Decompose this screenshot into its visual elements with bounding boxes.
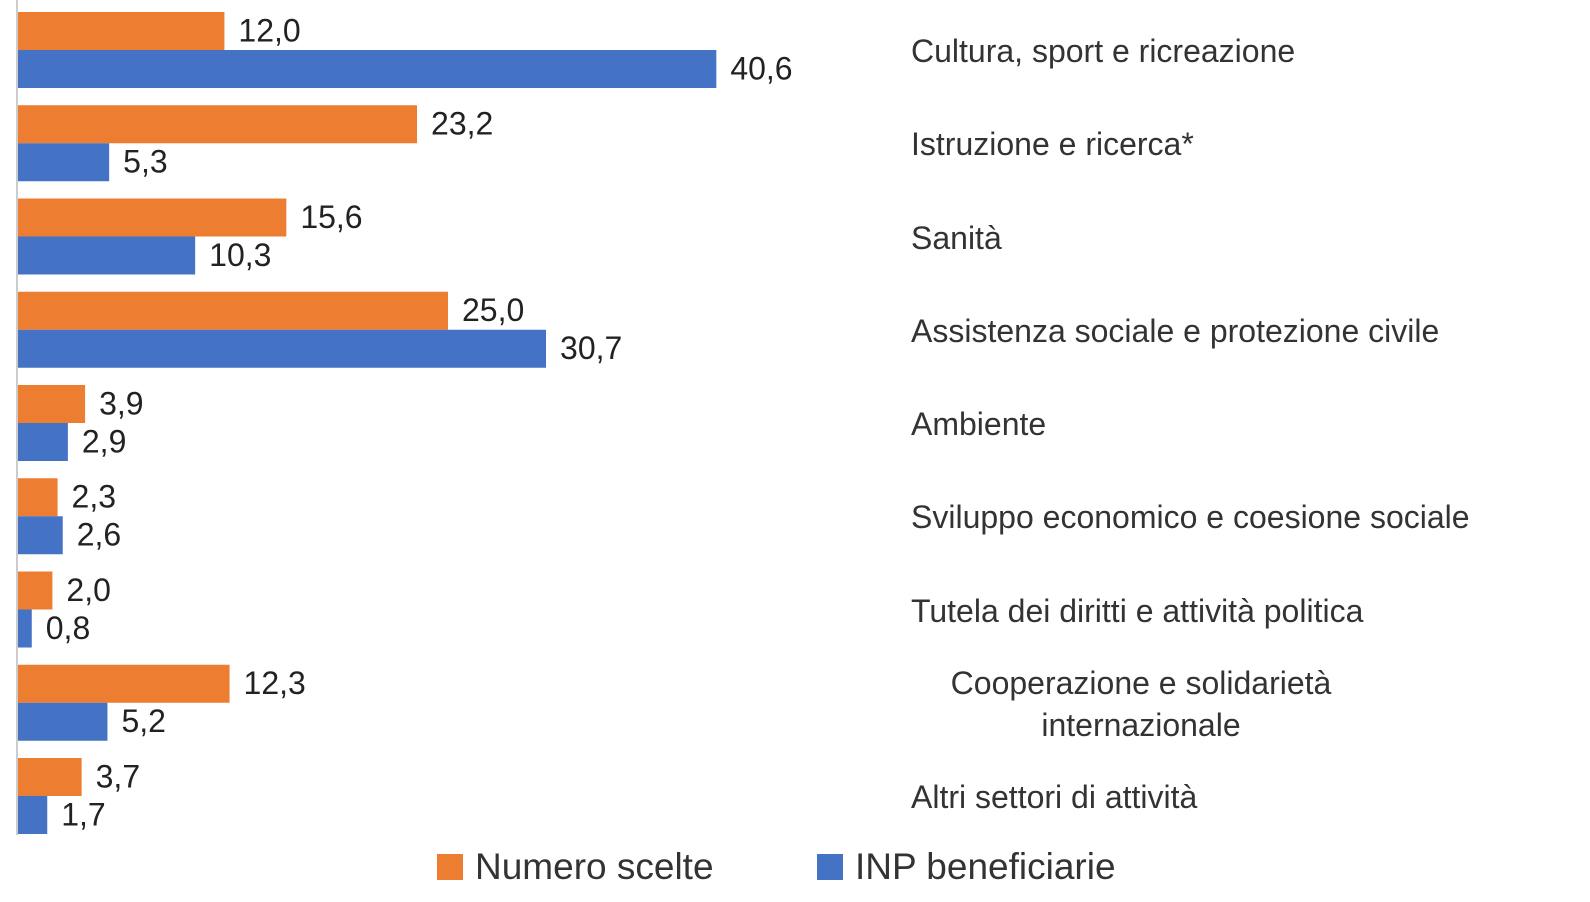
bar — [18, 571, 53, 610]
value-label: 1,7 — [61, 796, 105, 832]
category-label: Sanità — [911, 219, 1002, 256]
category-label: Ambiente — [911, 406, 1047, 442]
legend-item: Numero scelte — [437, 846, 714, 888]
category-label: Altri settori di attività — [911, 779, 1198, 815]
value-label: 15,6 — [300, 199, 362, 235]
value-label: 23,2 — [431, 106, 493, 142]
bar — [18, 702, 108, 741]
bar — [18, 758, 82, 796]
value-label: 2,6 — [77, 517, 121, 553]
category-label: Istruzione e ricerca* — [911, 126, 1194, 163]
value-label: 2,0 — [66, 572, 110, 608]
bar — [18, 291, 448, 330]
value-label: 2,3 — [72, 479, 116, 515]
category-label: Cooperazione e solidarietà internazional… — [950, 664, 1332, 743]
bar — [18, 105, 418, 144]
legend-swatch — [817, 854, 843, 880]
value-label: 5,3 — [123, 144, 167, 180]
bar — [18, 143, 110, 182]
value-label: 3,7 — [96, 758, 140, 794]
value-label: 30,7 — [560, 330, 622, 366]
category-label: Sviluppo economico e coesione sociale — [911, 499, 1470, 536]
legend-text: Numero scelte — [475, 846, 714, 887]
value-label: 2,9 — [82, 423, 126, 459]
value-label: 5,2 — [121, 703, 165, 739]
bar — [18, 12, 225, 50]
bar — [18, 236, 196, 275]
bar — [18, 423, 68, 461]
bar — [18, 796, 48, 834]
bar — [18, 664, 230, 703]
category-label: Assistenza sociale e protezione civile — [911, 312, 1440, 349]
value-label: 0,8 — [46, 610, 90, 646]
legend-item: INP beneficiarie — [817, 846, 1116, 888]
value-label: 25,0 — [462, 292, 524, 328]
legend-swatch — [437, 854, 463, 880]
bar — [18, 198, 287, 237]
bar — [18, 329, 547, 368]
category-label: Cultura, sport e ricreazione — [911, 33, 1296, 69]
value-label: 3,9 — [99, 385, 143, 421]
bar — [18, 385, 86, 423]
bar — [18, 609, 32, 648]
value-label: 12,3 — [244, 665, 306, 701]
bar — [18, 478, 58, 517]
bar — [18, 50, 717, 88]
value-label: 10,3 — [209, 237, 271, 273]
value-label: 12,0 — [238, 12, 300, 48]
value-label: 40,6 — [730, 50, 792, 86]
legend-text: INP beneficiarie — [855, 846, 1116, 887]
bar — [18, 516, 63, 555]
category-label: Tutela dei diritti e attività politica — [911, 592, 1364, 629]
